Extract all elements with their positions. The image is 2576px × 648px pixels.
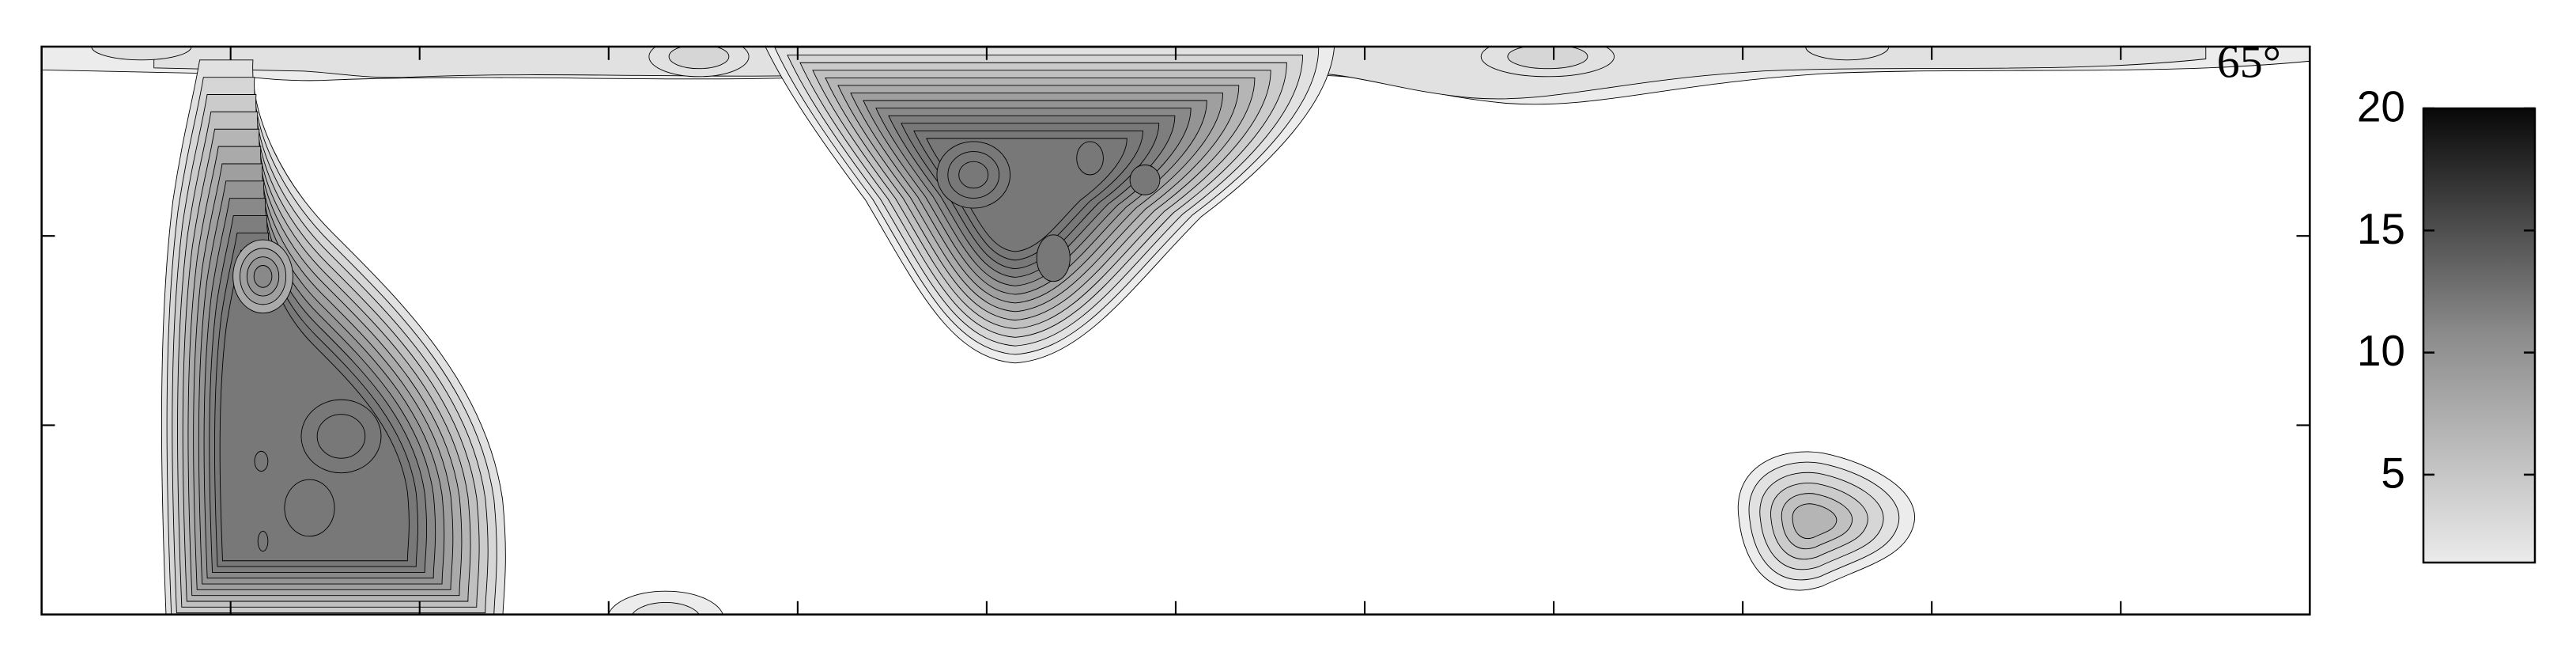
plot-area [40, 45, 2311, 616]
axis-ticks [41, 46, 2310, 615]
colorbar-tick-label: 5 [2381, 448, 2405, 497]
contour-level [669, 46, 729, 68]
contour-level [607, 591, 723, 615]
contour-level [1130, 165, 1160, 195]
colorbar-tick-label: 15 [2357, 204, 2405, 253]
annotation: 65° [2217, 36, 2281, 87]
contour-level [254, 265, 272, 287]
contour-level [285, 479, 334, 536]
colorbar-tick-label: 10 [2357, 326, 2405, 375]
contour-level [959, 161, 988, 188]
contour-level [1037, 235, 1070, 282]
contour-level [92, 46, 191, 60]
contour-level [1792, 504, 1837, 539]
contour-level [1508, 46, 1588, 68]
colorbar [2422, 107, 2536, 564]
colorbar-tick-label: 20 [2357, 82, 2405, 131]
plot-frame [40, 45, 2311, 616]
contour-level [1806, 46, 1889, 60]
contour-level [631, 602, 701, 615]
contour-level [1077, 142, 1104, 175]
contours [41, 46, 2310, 615]
contour-level [258, 531, 268, 551]
contour-level [317, 415, 365, 459]
contour-level [255, 451, 268, 471]
